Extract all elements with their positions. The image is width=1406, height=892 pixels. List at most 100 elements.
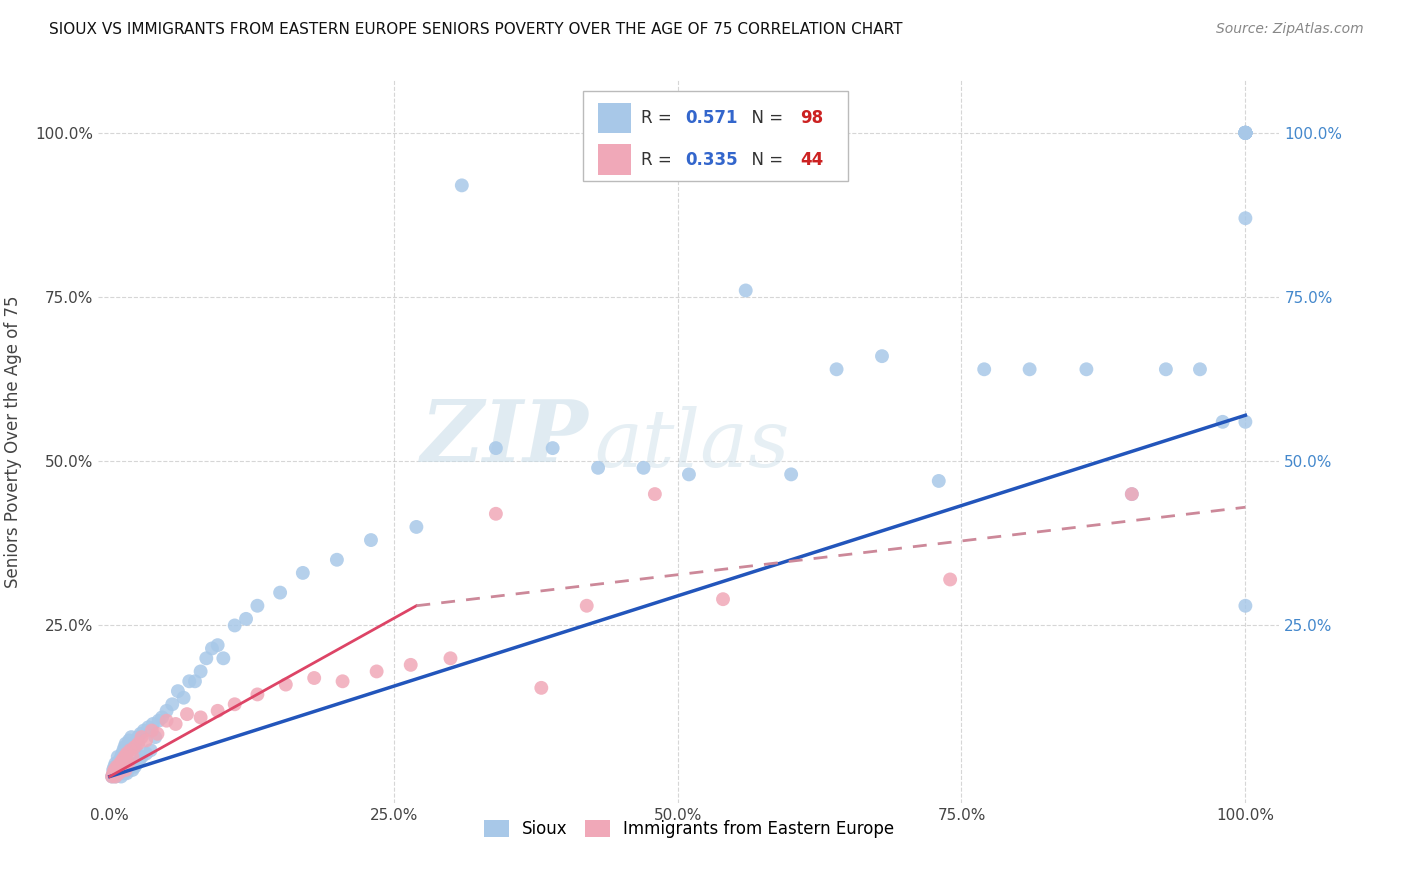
Point [1121, 487, 1143, 501]
Point [121, 763, 143, 777]
Point [101, 770, 124, 784]
Point [103, 760, 125, 774]
Legend: Sioux, Immigrants from Eastern Europe: Sioux, Immigrants from Eastern Europe [477, 814, 901, 845]
Point [150, 710, 173, 724]
Point [1234, 126, 1257, 140]
Point [184, 674, 207, 689]
Point [586, 460, 609, 475]
Point [360, 533, 382, 547]
Point [246, 599, 269, 613]
Point [1234, 211, 1257, 226]
Point [1234, 126, 1257, 140]
Point [103, 766, 125, 780]
Point [1018, 362, 1040, 376]
Point [127, 730, 149, 744]
Point [141, 723, 163, 738]
Point [108, 756, 131, 771]
Point [870, 349, 893, 363]
Text: SIOUX VS IMMIGRANTS FROM EASTERN EUROPE SENIORS POVERTY OVER THE AGE OF 75 CORRE: SIOUX VS IMMIGRANTS FROM EASTERN EUROPE … [49, 22, 903, 37]
Point [108, 766, 131, 780]
Text: ZIP: ZIP [420, 396, 589, 480]
Point [1234, 126, 1257, 140]
Point [1234, 126, 1257, 140]
Point [131, 730, 153, 744]
Point [224, 618, 246, 632]
Point [1234, 126, 1257, 140]
Text: 0.335: 0.335 [685, 151, 738, 169]
Point [107, 749, 129, 764]
Point [326, 553, 349, 567]
Point [118, 733, 141, 747]
Point [173, 690, 195, 705]
FancyBboxPatch shape [582, 91, 848, 181]
Point [103, 763, 125, 777]
Point [124, 760, 146, 774]
Point [207, 638, 229, 652]
Point [928, 474, 950, 488]
Point [405, 520, 427, 534]
Point [117, 756, 139, 771]
Point [108, 763, 131, 777]
Point [1234, 126, 1257, 140]
Point [112, 760, 135, 774]
Point [114, 763, 136, 777]
Point [224, 698, 246, 712]
Point [111, 753, 134, 767]
Point [485, 507, 508, 521]
Point [1234, 599, 1257, 613]
Point [112, 763, 135, 777]
Point [114, 766, 136, 780]
Point [132, 723, 155, 738]
Point [122, 737, 145, 751]
Point [110, 770, 132, 784]
Point [114, 737, 136, 751]
Point [114, 749, 136, 764]
Point [143, 730, 166, 744]
Point [165, 717, 187, 731]
Point [212, 651, 235, 665]
Point [190, 665, 212, 679]
Point [101, 770, 124, 784]
Point [124, 739, 146, 754]
Point [1234, 126, 1257, 140]
Text: N =: N = [741, 109, 789, 127]
Text: 44: 44 [800, 151, 823, 169]
Point [108, 756, 131, 771]
Point [114, 739, 136, 754]
Point [105, 760, 128, 774]
Point [131, 749, 153, 764]
Point [633, 460, 655, 475]
Point [939, 573, 962, 587]
Text: R =: R = [641, 151, 676, 169]
Point [302, 671, 325, 685]
Point [125, 739, 148, 754]
Point [274, 677, 297, 691]
Point [1154, 362, 1177, 376]
Point [107, 763, 129, 777]
Point [1234, 126, 1257, 140]
Point [125, 756, 148, 771]
Point [1121, 487, 1143, 501]
Point [111, 747, 134, 761]
Point [575, 599, 598, 613]
Text: R =: R = [641, 109, 676, 127]
Point [541, 441, 564, 455]
Point [207, 704, 229, 718]
Text: Source: ZipAtlas.com: Source: ZipAtlas.com [1216, 22, 1364, 37]
Point [176, 707, 198, 722]
Point [127, 737, 149, 751]
Point [115, 743, 138, 757]
Point [155, 714, 177, 728]
Point [108, 753, 131, 767]
Point [530, 681, 553, 695]
Point [825, 362, 848, 376]
Point [104, 756, 127, 771]
Point [291, 566, 314, 580]
Point [366, 665, 388, 679]
Point [450, 178, 472, 193]
Point [973, 362, 995, 376]
Point [1234, 126, 1257, 140]
Point [235, 612, 257, 626]
Point [1234, 126, 1257, 140]
Bar [598, 145, 631, 175]
